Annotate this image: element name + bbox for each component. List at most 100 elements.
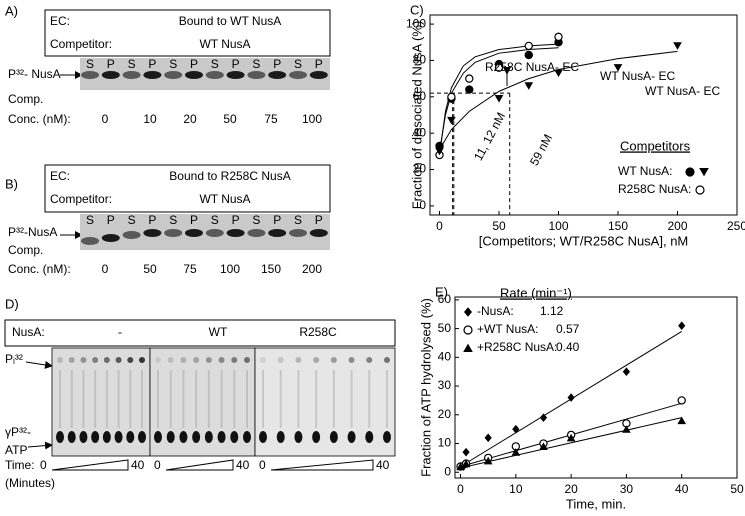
band	[185, 229, 203, 237]
y-axis-label: Fraction of dissociated NusA (%)	[409, 21, 424, 210]
marker	[567, 393, 575, 402]
spot	[260, 357, 266, 363]
gel	[51, 347, 151, 457]
marker	[494, 95, 504, 103]
y-tick-label: 0	[419, 198, 426, 212]
conc-value: 0	[102, 112, 109, 126]
band	[268, 229, 287, 237]
y-tick-label: 20	[438, 407, 452, 421]
y-tick-label: 50	[438, 321, 452, 335]
info-box	[44, 164, 331, 213]
band	[289, 229, 307, 237]
lane-label: P	[273, 213, 281, 227]
fit-line	[460, 417, 682, 469]
spot	[80, 357, 87, 363]
conc-value: 100	[302, 112, 322, 126]
lane-label: P	[190, 213, 198, 227]
gel	[80, 58, 330, 90]
marker	[524, 41, 533, 51]
y-tick-label: 40	[413, 125, 427, 139]
spot	[115, 357, 122, 363]
plot-frame	[454, 296, 738, 479]
marker	[447, 92, 456, 102]
band	[226, 71, 245, 79]
units-label: (Minutes)	[5, 476, 55, 490]
panel-label: B)	[5, 176, 18, 191]
marker	[524, 82, 534, 90]
y-axis-label: Fraction of ATP hydrolysed (%)	[418, 298, 433, 477]
plot-frame	[429, 14, 738, 216]
spot	[67, 431, 76, 443]
spot	[365, 431, 374, 443]
annotation: 59 nM	[527, 132, 555, 168]
x-tick-label: 40	[675, 482, 689, 496]
spot	[102, 431, 111, 443]
spot	[244, 357, 250, 363]
spot	[231, 357, 238, 363]
panel-label: C)	[410, 2, 424, 17]
y-tick-label: 60	[413, 89, 427, 103]
band-label: P³²- NusA	[8, 67, 61, 81]
band	[122, 231, 141, 239]
spot	[56, 431, 64, 443]
time-wedge	[165, 459, 234, 471]
conc-value: 75	[183, 262, 197, 276]
annotation: R258C NusA- EC	[485, 60, 579, 74]
band	[143, 71, 162, 79]
spot	[179, 431, 188, 443]
spot	[295, 357, 302, 363]
spot	[79, 431, 88, 443]
y-tick-label: 80	[413, 53, 427, 67]
pi-label: Pᵢ³²	[5, 352, 23, 366]
marker	[456, 462, 465, 471]
band	[122, 71, 141, 79]
atp-label: ATP	[5, 443, 27, 457]
gel	[80, 214, 330, 250]
band	[205, 229, 224, 237]
lane-label: S	[128, 213, 136, 227]
x-tick-label: 0	[457, 482, 464, 496]
x-axis-label: Time, min.	[566, 496, 626, 511]
band	[185, 71, 203, 79]
competitor: WT NusA	[199, 37, 250, 51]
marker	[613, 64, 623, 72]
spot	[192, 431, 201, 443]
fit-line	[439, 47, 559, 152]
lane-label: P	[148, 57, 156, 71]
x-axis-label: [Competitors; WT/R258C NusA], nM	[479, 233, 689, 248]
marker	[483, 456, 493, 465]
legend-title: Rate (min⁻¹)	[500, 285, 572, 300]
spot	[114, 431, 123, 443]
spot	[276, 431, 285, 443]
competitor-label: Competitor:	[50, 192, 112, 206]
spot	[259, 431, 267, 443]
spot	[193, 357, 200, 363]
marker	[524, 50, 533, 60]
band	[101, 71, 120, 79]
fit-line	[439, 50, 678, 150]
x-tick-label: 200	[667, 219, 687, 233]
marker	[539, 442, 548, 450]
marker	[554, 69, 563, 78]
group-label: WT	[209, 325, 228, 339]
spot	[348, 357, 355, 363]
marker	[677, 416, 687, 425]
marker	[566, 433, 576, 442]
spot	[243, 431, 251, 443]
spot	[383, 431, 391, 443]
competitor: WT NusA	[199, 192, 250, 206]
band-label: P³²-NusA	[8, 225, 57, 239]
band	[309, 229, 328, 237]
lane-label: S	[86, 213, 94, 227]
spot	[138, 431, 146, 443]
lane-label: S	[211, 213, 219, 227]
legend-rate: 0.57	[556, 322, 580, 336]
marker	[464, 307, 472, 317]
legend-label: +R258C NusA:	[477, 340, 557, 354]
spot	[126, 431, 135, 443]
ec: Bound to R258C NusA	[169, 169, 290, 183]
band	[143, 229, 162, 237]
band	[81, 237, 99, 245]
spot	[57, 357, 63, 363]
lane-label: P	[190, 57, 198, 71]
